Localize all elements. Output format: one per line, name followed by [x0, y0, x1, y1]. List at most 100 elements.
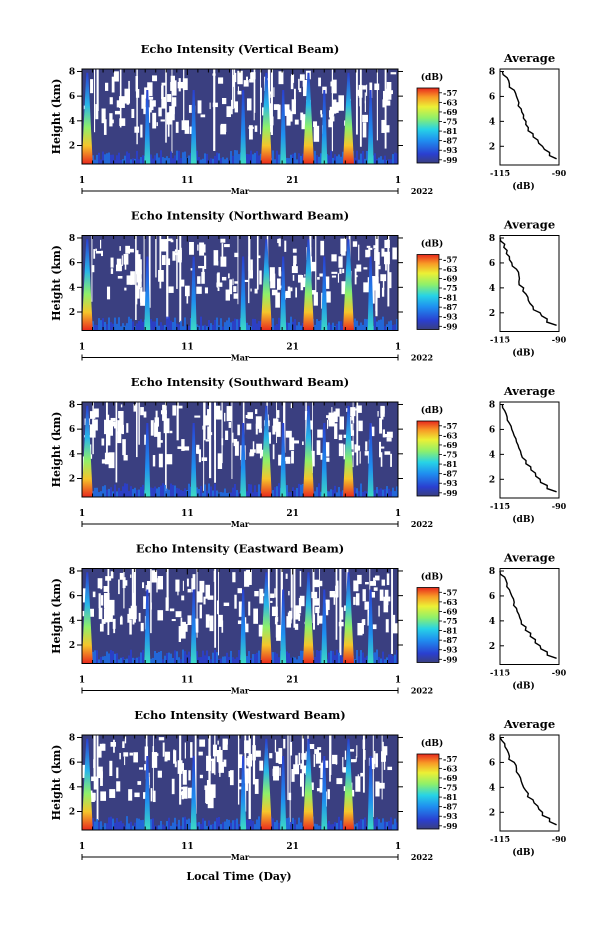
missing-data-patch: [274, 588, 276, 598]
y-tick-label: 4: [69, 117, 75, 127]
echo-cell: [252, 318, 254, 331]
missing-data-patch: [200, 114, 206, 118]
missing-data-column: [270, 69, 273, 136]
x-tick-label: 1: [395, 676, 401, 686]
missing-data-patch: [203, 244, 206, 253]
missing-data-patch: [121, 255, 123, 266]
echo-cell: [392, 325, 394, 331]
missing-data-patch: [325, 599, 330, 610]
echo-cell: [158, 825, 160, 830]
missing-data-patch: [135, 259, 142, 275]
missing-data-patch: [326, 291, 331, 303]
echo-cell: [298, 322, 300, 331]
missing-data-patch: [220, 125, 227, 135]
avg-x-tick-label: -115: [490, 168, 510, 178]
echo-cell: [188, 818, 190, 830]
echo-cell: [184, 651, 186, 664]
colorbar-tick-label: -63: [443, 264, 458, 274]
avg-x-tick-label: -115: [490, 668, 510, 678]
echo-cell: [274, 652, 276, 664]
missing-data-patch: [285, 112, 288, 116]
echo-cell: [174, 485, 176, 497]
echo-cell: [116, 653, 118, 664]
echo-cell: [286, 322, 288, 331]
missing-data-patch: [108, 452, 115, 469]
missing-data-patch: [127, 613, 130, 623]
missing-data-patch: [339, 607, 344, 620]
missing-data-column: [267, 69, 271, 116]
missing-data-patch: [220, 238, 226, 243]
echo-cell: [274, 822, 276, 830]
echo-cell: [248, 820, 250, 830]
echo-cell: [138, 489, 140, 497]
echo-cell: [104, 321, 106, 331]
missing-data-patch: [144, 434, 147, 445]
month-label-bg: [231, 519, 249, 529]
echo-cell: [296, 659, 298, 664]
panel-title: Echo Intensity (Eastward Beam): [136, 542, 344, 556]
missing-data-patch: [377, 411, 379, 417]
missing-data-patch: [255, 416, 262, 429]
y-tick-label: 6: [69, 92, 75, 102]
missing-data-patch: [375, 753, 378, 768]
avg-profile-line: [499, 737, 557, 826]
missing-data-patch: [314, 749, 319, 754]
missing-data-column: [214, 735, 216, 775]
month-axis-caps: [81, 354, 399, 361]
missing-data-column: [387, 235, 390, 307]
echo-cell: [354, 824, 356, 830]
echo-cell: [154, 486, 156, 497]
missing-data-patch: [142, 582, 145, 589]
echo-cell: [208, 159, 210, 164]
echo-cell: [136, 657, 138, 664]
storm-echo-plume: [302, 72, 314, 164]
avg-y-tick-label: 4: [489, 450, 495, 460]
missing-data-column: [203, 402, 206, 441]
missing-data-patch: [97, 578, 103, 589]
echo-cell: [182, 649, 184, 664]
echo-cell: [176, 487, 178, 497]
echo-cell: [126, 658, 128, 664]
missing-data-patch: [373, 577, 376, 582]
missing-data-patch: [274, 739, 277, 753]
missing-data-patch: [216, 273, 218, 288]
missing-data-patch: [151, 102, 154, 111]
missing-data-patch: [110, 571, 114, 579]
echo-cell: [252, 154, 254, 164]
missing-data-patch: [285, 430, 292, 438]
echo-cell: [314, 150, 316, 164]
missing-data-patch: [338, 434, 343, 441]
echo-cell: [156, 825, 158, 830]
missing-data-column: [376, 69, 378, 141]
x-tick-label: 1: [79, 343, 85, 353]
missing-data-column: [339, 568, 342, 657]
echo-cell: [250, 484, 252, 497]
y-tick-label: 2: [69, 641, 75, 651]
echo-cell: [178, 657, 180, 664]
echo-cell: [112, 154, 114, 164]
y-tick-label: 8: [69, 400, 75, 410]
echo-cell: [94, 821, 96, 830]
x-tick-label: 1: [79, 676, 85, 686]
missing-data-patch: [192, 618, 199, 633]
avg-x-tick-label: -115: [490, 335, 510, 345]
missing-data-patch: [246, 98, 252, 111]
echo-cell: [382, 159, 384, 164]
echo-cell: [218, 153, 220, 164]
echo-cell: [234, 318, 236, 331]
y-tick-label: 4: [69, 616, 75, 626]
echo-cell: [96, 154, 98, 164]
missing-data-patch: [226, 106, 231, 118]
echo-cell: [384, 659, 386, 664]
missing-data-patch: [320, 110, 323, 115]
missing-data-patch: [186, 578, 189, 587]
echo-cell: [168, 817, 170, 830]
echo-cell: [102, 656, 104, 664]
missing-data-patch: [234, 594, 237, 609]
missing-data-column: [245, 735, 247, 812]
missing-data-patch: [375, 781, 380, 797]
x-tick-label: 21: [286, 842, 299, 852]
echo-cell: [272, 818, 274, 830]
echo-cell: [234, 483, 236, 497]
echo-cell: [152, 657, 154, 664]
